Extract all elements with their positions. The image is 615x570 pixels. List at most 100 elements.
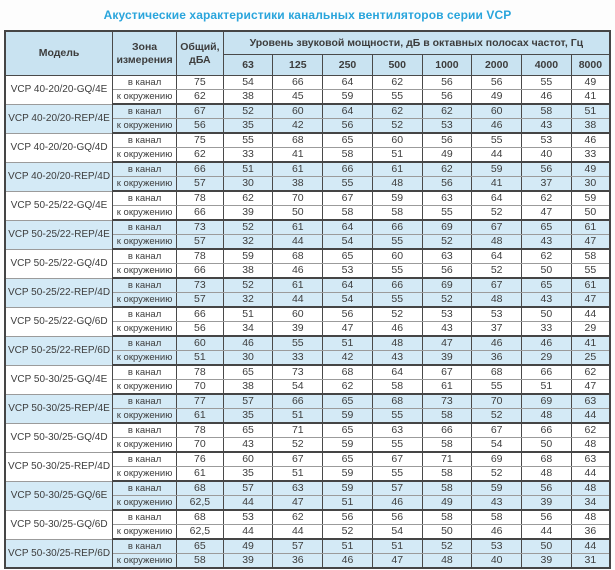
zone-cell: в канал [112, 538, 178, 554]
band-cell: 64 [322, 219, 373, 235]
band-cell: 50 [521, 306, 572, 322]
band-cell: 46 [222, 335, 274, 351]
band-cell: 52 [371, 306, 423, 322]
band-cell: 60 [222, 451, 274, 467]
band-cell: 46 [371, 495, 423, 511]
total-db-cell: 62 [176, 147, 224, 163]
band-cell: 66 [521, 364, 572, 380]
total-db-cell: 73 [176, 277, 224, 293]
band-cell: 58 [570, 248, 611, 264]
band-cell: 68 [371, 393, 423, 409]
band-cell: 50 [521, 263, 572, 279]
band-cell: 55 [371, 263, 423, 279]
band-cell: 44 [471, 147, 523, 163]
band-cell: 44 [521, 524, 572, 540]
zone-cell: в канал [112, 335, 178, 351]
table-row-ambient: к окружению 66 38 46 53 55 56 52 50 55 [5, 263, 611, 279]
band-cell: 55 [371, 437, 423, 453]
band-cell: 46 [471, 524, 523, 540]
zone-cell: в канал [112, 393, 178, 409]
band-cell: 57 [222, 480, 274, 496]
band-cell: 40 [471, 553, 523, 569]
band-cell: 52 [471, 466, 523, 482]
band-cell: 35 [222, 466, 274, 482]
band-cell: 53 [521, 132, 572, 148]
band-cell: 65 [222, 422, 274, 438]
band-cell: 36 [570, 524, 611, 540]
band-cell: 52 [222, 103, 274, 119]
band-cell: 36 [272, 553, 324, 569]
band-cell: 40 [521, 147, 572, 163]
band-cell: 51 [570, 103, 611, 119]
band-cell: 67 [471, 277, 523, 293]
band-cell: 48 [570, 480, 611, 496]
band-cell: 48 [471, 292, 523, 308]
band-cell: 62 [521, 248, 572, 264]
band-cell: 51 [371, 538, 423, 554]
zone-cell: в канал [112, 219, 178, 235]
band-cell: 30 [222, 350, 274, 366]
band-cell: 55 [272, 335, 324, 351]
total-db-cell: 78 [176, 422, 224, 438]
band-cell: 64 [371, 364, 423, 380]
model-cell: VCP 50-25/22-REP/6D [4, 335, 114, 366]
band-cell: 34 [222, 321, 274, 337]
total-db-cell: 78 [176, 364, 224, 380]
band-cell: 54 [371, 524, 423, 540]
band-cell: 47 [322, 321, 373, 337]
band-cell: 66 [521, 422, 572, 438]
band-cell: 62 [521, 190, 572, 206]
band-cell: 55 [371, 234, 423, 250]
total-db-cell: 56 [176, 118, 224, 134]
band-cell: 62 [570, 364, 611, 380]
band-cell: 62 [570, 422, 611, 438]
band-cell: 58 [421, 408, 473, 424]
band-cell: 46 [521, 335, 572, 351]
band-cell: 42 [272, 118, 324, 134]
band-cell: 51 [371, 147, 423, 163]
band-cell: 66 [272, 393, 324, 409]
table-row-duct: VCP 50-25/22-REP/4D в канал 73 52 61 64 66 69 67… [4, 277, 611, 308]
table-row-duct: VCP 50-25/22-REP/6D в канал 60 46 55 51 48 47 46… [4, 335, 611, 366]
table-body: VCP 40-20/20-GQ/4E в канал 75 54 66 64 62 56 56 5… [4, 75, 611, 569]
table-row-duct: VCP 40-20/20-REP/4D в канал 66 51 61 66 61 62 59… [4, 161, 611, 192]
total-db-cell: 61 [176, 408, 224, 424]
band-cell: 55 [222, 132, 274, 148]
band-cell: 69 [471, 451, 523, 467]
table-row-ambient: к окружению 61 35 51 59 55 58 52 48 44 [5, 408, 611, 424]
band-cell: 47 [570, 292, 611, 308]
band-cell: 64 [322, 103, 373, 119]
model-cell: VCP 50-25/22-GQ/4D [4, 248, 114, 279]
total-db-cell: 68 [176, 480, 224, 496]
band-cell: 65 [521, 219, 572, 235]
zone-cell: в канал [112, 509, 178, 525]
band-cell: 55 [371, 466, 423, 482]
band-cell: 44 [570, 466, 611, 482]
col-header-spectrum: Уровень звуковой мощности, дБ в октавных… [222, 30, 611, 55]
model-cell: VCP 40-20/20-GQ/4E [4, 75, 114, 105]
col-header-freq-4000: 4000 [521, 54, 572, 76]
band-cell: 51 [222, 306, 274, 322]
total-db-cell: 77 [176, 393, 224, 409]
total-db-cell: 78 [176, 190, 224, 206]
band-cell: 53 [471, 306, 523, 322]
band-cell: 61 [371, 161, 423, 177]
band-cell: 43 [521, 234, 572, 250]
band-cell: 48 [570, 437, 611, 453]
band-cell: 60 [371, 248, 423, 264]
zone-cell: в канал [112, 103, 178, 119]
total-db-cell: 75 [176, 132, 224, 148]
band-cell: 51 [272, 466, 324, 482]
band-cell: 62 [272, 509, 324, 525]
band-cell: 46 [521, 89, 572, 105]
model-cell: VCP 50-30/25-GQ/4D [4, 422, 114, 453]
band-cell: 45 [272, 89, 324, 105]
band-cell: 67 [371, 451, 423, 467]
col-header-freq-250: 250 [322, 54, 373, 76]
table-row-ambient: к окружению 56 34 39 47 46 43 37 33 29 [5, 321, 611, 337]
band-cell: 53 [222, 509, 274, 525]
band-cell: 39 [272, 321, 324, 337]
band-cell: 66 [272, 75, 324, 90]
band-cell: 60 [272, 306, 324, 322]
